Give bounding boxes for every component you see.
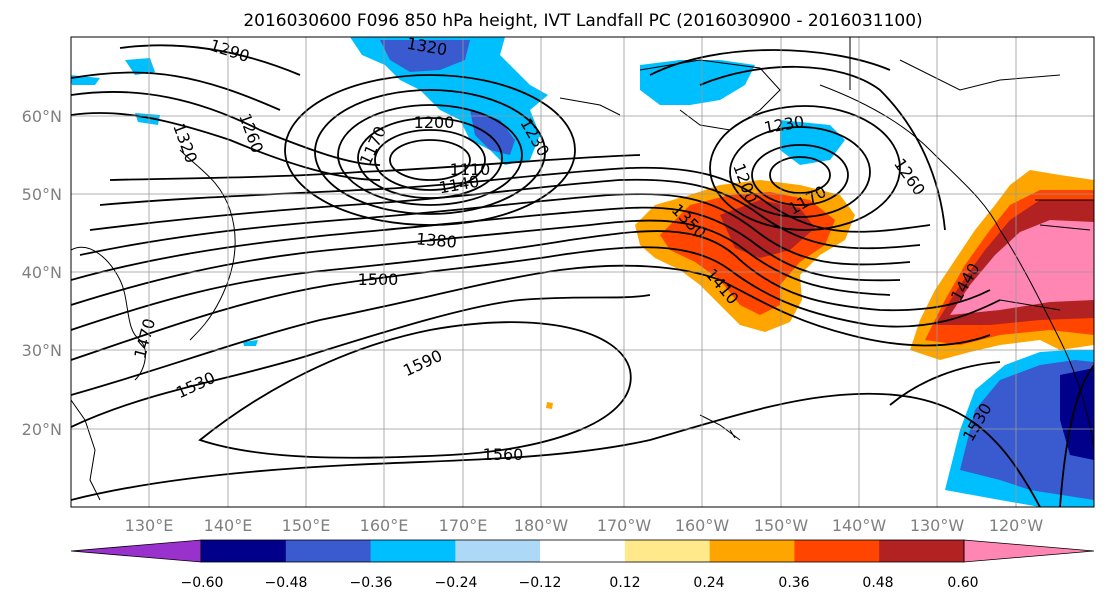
contour-label: 1110 xyxy=(450,160,491,179)
colorbar-extend-max xyxy=(963,539,1095,563)
contour-label: 1200 xyxy=(414,113,455,132)
lon-tick-label: 170°E xyxy=(439,516,488,535)
lon-tick-label: 170°W xyxy=(597,516,652,535)
lon-tick-label: 150°W xyxy=(754,516,809,535)
colorbar-tick-label: −0.24 xyxy=(435,575,478,591)
colorbar-tick-label: −0.12 xyxy=(519,575,562,591)
colorbar-segment xyxy=(201,540,287,562)
colorbar-tick-label: 0.36 xyxy=(778,575,809,591)
ivt-shading xyxy=(71,37,1094,507)
lat-tick-label: 60°N xyxy=(22,107,62,126)
colorbar-segment xyxy=(709,540,795,562)
colorbar-segment xyxy=(370,540,456,562)
colorbar-segment xyxy=(624,540,711,562)
colorbar-frame xyxy=(200,539,965,563)
colorbar xyxy=(70,539,1095,563)
colorbar-tick-label: −0.36 xyxy=(350,575,393,591)
contour-label: 1320 xyxy=(405,34,448,60)
colorbar-tick-label: −0.60 xyxy=(181,575,224,591)
lon-tick-label: 150°E xyxy=(282,516,331,535)
colorbar-tick-label: 0.24 xyxy=(693,575,724,591)
lon-tick-label: 120°W xyxy=(989,516,1044,535)
colorbar-tick-label: 0.48 xyxy=(862,575,893,591)
lat-tick-label: 40°N xyxy=(22,263,62,282)
colorbar-labels: −0.60 −0.48 −0.36 −0.24 −0.12 0.12 0.24 … xyxy=(181,575,979,591)
coastlines xyxy=(71,37,1094,501)
colorbar-tick-label: −0.48 xyxy=(265,575,308,591)
contour-label: 1560 xyxy=(483,445,524,464)
lon-tick-label: 160°W xyxy=(675,516,730,535)
contour-label: 1380 xyxy=(415,229,457,251)
lon-tick-label: 130°E xyxy=(125,516,174,535)
contour-label: 1500 xyxy=(358,270,399,289)
colorbar-segment xyxy=(879,540,965,562)
height-contours xyxy=(71,44,1094,507)
colorbar-segment xyxy=(794,540,880,562)
contour-1590 xyxy=(198,321,632,459)
lon-axis: 130°E 140°E 150°E 160°E 170°E 180°W 170°… xyxy=(125,516,1044,535)
map-frame xyxy=(70,36,1095,508)
colorbar-segment xyxy=(540,540,626,562)
lat-tick-label: 50°N xyxy=(22,185,62,204)
colorbar-extend-min xyxy=(70,539,202,563)
colorbar-segment xyxy=(285,540,372,562)
colorbar-tick-label: 0.12 xyxy=(609,575,640,591)
figure-title: 2016030600 F096 850 hPa height, IVT Land… xyxy=(243,11,922,31)
colorbar-segment xyxy=(455,540,541,562)
map-panel: 1290 1320 1260 1320 1170 1200 1230 1140 … xyxy=(71,34,1094,507)
lon-tick-label: 140°E xyxy=(204,516,253,535)
lat-tick-label: 20°N xyxy=(22,420,62,439)
colorbar-tick-label: 0.60 xyxy=(947,575,978,591)
gridlines xyxy=(71,37,1094,507)
lat-tick-label: 30°N xyxy=(22,341,62,360)
lon-tick-label: 160°E xyxy=(360,516,409,535)
lon-tick-label: 130°W xyxy=(910,516,965,535)
lat-axis: 60°N 50°N 40°N 30°N 20°N xyxy=(22,107,62,439)
lon-tick-label: 140°W xyxy=(832,516,887,535)
lon-tick-label: 180°W xyxy=(514,516,569,535)
